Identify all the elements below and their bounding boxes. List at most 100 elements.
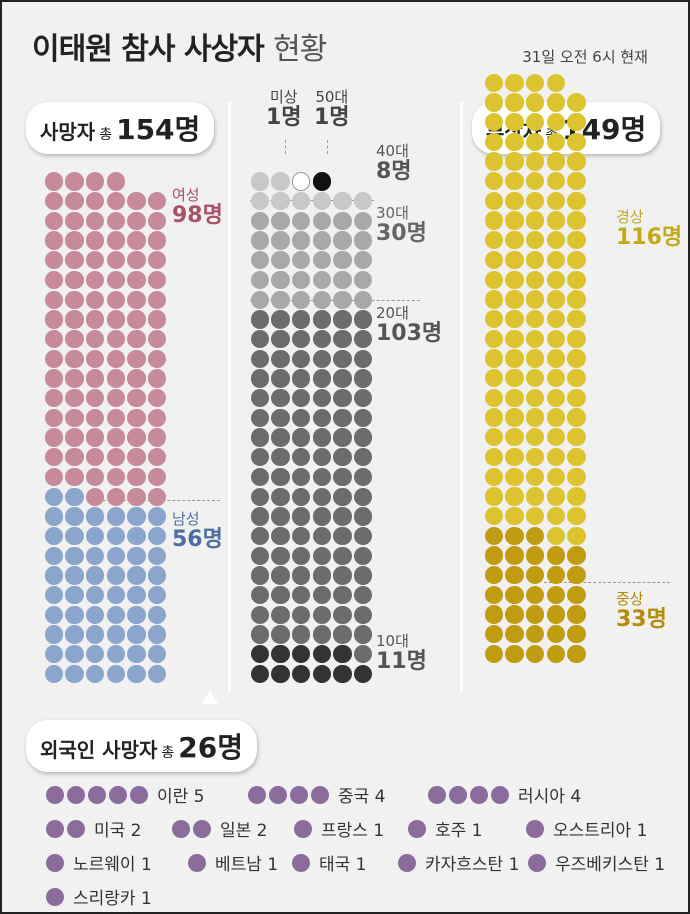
female-dot bbox=[147, 211, 167, 231]
age-30s-dot bbox=[353, 290, 373, 309]
light-injury-dot bbox=[526, 172, 545, 191]
light-injury-dot bbox=[546, 467, 565, 486]
foreign-country-label: 오스트리아 1 bbox=[553, 821, 648, 841]
female-dot bbox=[127, 192, 146, 211]
serious-injury-dot bbox=[526, 566, 545, 585]
female-dot bbox=[147, 408, 167, 428]
light-injury-dot bbox=[505, 349, 524, 368]
age-20s-dot bbox=[250, 566, 270, 585]
age-40s-dot bbox=[271, 192, 290, 211]
male-dot bbox=[127, 507, 146, 526]
female-dot bbox=[86, 172, 105, 191]
age-30s-dot bbox=[292, 251, 311, 270]
age-20s-dot bbox=[353, 546, 373, 565]
age-20s-dot bbox=[312, 507, 331, 526]
foreign-death-dot bbox=[470, 785, 488, 804]
age-20s-dot bbox=[292, 467, 311, 487]
female-dot bbox=[147, 231, 167, 250]
female-value: 98명 bbox=[172, 202, 223, 228]
foreign-country-item: 러시아 4 bbox=[428, 782, 581, 807]
male-dot bbox=[44, 625, 64, 644]
age-40s-dot bbox=[250, 192, 270, 211]
age-20s-dot bbox=[353, 586, 373, 605]
age-20s-dot bbox=[353, 389, 373, 408]
age-20s-dot bbox=[353, 487, 373, 506]
foreign-death-dot bbox=[188, 853, 206, 872]
light-injury-dot bbox=[484, 487, 504, 506]
age-20s-dot bbox=[333, 467, 352, 487]
light-injury-dot bbox=[567, 349, 586, 368]
light-injury-dot bbox=[484, 93, 504, 112]
light-injury-dot bbox=[526, 93, 545, 112]
light-injury-dot bbox=[505, 270, 524, 289]
light-injury-dot bbox=[546, 270, 565, 289]
age-30s-dot bbox=[312, 231, 331, 250]
light-injury-dot bbox=[484, 447, 504, 467]
foreign-country-item: 중국 4 bbox=[248, 782, 386, 807]
foreign-total: 26명 bbox=[178, 731, 243, 764]
light-injury-dot bbox=[526, 329, 545, 348]
light-injury-dot bbox=[526, 349, 545, 368]
male-value: 56명 bbox=[172, 526, 223, 552]
age-30s-dot bbox=[250, 231, 270, 250]
male-dot bbox=[147, 625, 167, 644]
serious-injury-dot bbox=[505, 625, 524, 644]
male-dot bbox=[44, 664, 64, 684]
foreign-death-dot bbox=[449, 785, 467, 804]
age-20s-dot bbox=[333, 605, 352, 625]
foreign-country-label: 이란 5 bbox=[157, 787, 205, 807]
age-20s-dot bbox=[333, 586, 352, 605]
light-injury-dot bbox=[546, 73, 565, 92]
age-20s-dot bbox=[333, 349, 352, 368]
light-injury-dot bbox=[567, 112, 586, 132]
light-injury-dot bbox=[484, 112, 504, 132]
age-20s-value: 103명 bbox=[376, 320, 443, 346]
light-injury-dot bbox=[567, 211, 586, 230]
light-injury-dot bbox=[484, 231, 504, 250]
female-dot bbox=[86, 251, 105, 270]
female-dot bbox=[86, 487, 105, 506]
age-50s-dot bbox=[312, 172, 331, 191]
serious-injury-dot bbox=[567, 625, 586, 644]
age-40s-name: 40대 bbox=[376, 142, 409, 160]
light-injury-dot bbox=[505, 447, 524, 467]
male-dot bbox=[65, 546, 84, 565]
male-name: 남성 bbox=[172, 510, 200, 528]
female-dot bbox=[65, 448, 84, 467]
female-dot bbox=[65, 369, 84, 388]
age-20s-dot bbox=[292, 389, 311, 408]
age-20s-dot bbox=[271, 546, 290, 565]
female-dot bbox=[86, 310, 105, 329]
age-20s-dot bbox=[271, 310, 290, 329]
male-dot bbox=[147, 664, 167, 684]
light-injury-dot bbox=[567, 408, 586, 427]
age-30s-name: 30대 bbox=[376, 204, 409, 222]
serious-injury-value: 33명 bbox=[616, 606, 667, 632]
age-20s-dot bbox=[292, 448, 311, 467]
age-10s-dot bbox=[353, 664, 373, 684]
light-injury-dot bbox=[546, 408, 565, 427]
age-20s-dot bbox=[271, 507, 290, 526]
age-10s-dot bbox=[333, 664, 352, 684]
age-20s-dot bbox=[312, 586, 331, 605]
female-dot bbox=[127, 369, 146, 388]
light-injury-dot bbox=[484, 349, 504, 368]
serious-injury-dot bbox=[546, 546, 565, 565]
foreign-country-label: 일본 2 bbox=[220, 821, 268, 841]
age-20s-dot bbox=[292, 526, 311, 546]
light-injury-dot bbox=[484, 211, 504, 230]
female-dot bbox=[106, 231, 125, 250]
foreign-country-item: 우즈베키스탄 1 bbox=[528, 850, 665, 875]
age-20s-dot bbox=[312, 448, 331, 467]
light-injury-dot bbox=[526, 290, 545, 309]
light-injury-label: 경상 116명 bbox=[616, 209, 682, 249]
age-20s-dot bbox=[353, 467, 373, 487]
age-20s-dot bbox=[312, 349, 331, 368]
male-dot bbox=[147, 526, 167, 546]
age-30s-dot bbox=[271, 290, 290, 309]
age-20s-dot bbox=[271, 586, 290, 605]
foreign-country-item: 노르웨이 1 bbox=[46, 850, 152, 875]
age-30s-dot bbox=[292, 290, 311, 309]
age-30s-dot bbox=[250, 270, 270, 290]
foreign-label: 외국인 사망자 bbox=[40, 738, 158, 762]
